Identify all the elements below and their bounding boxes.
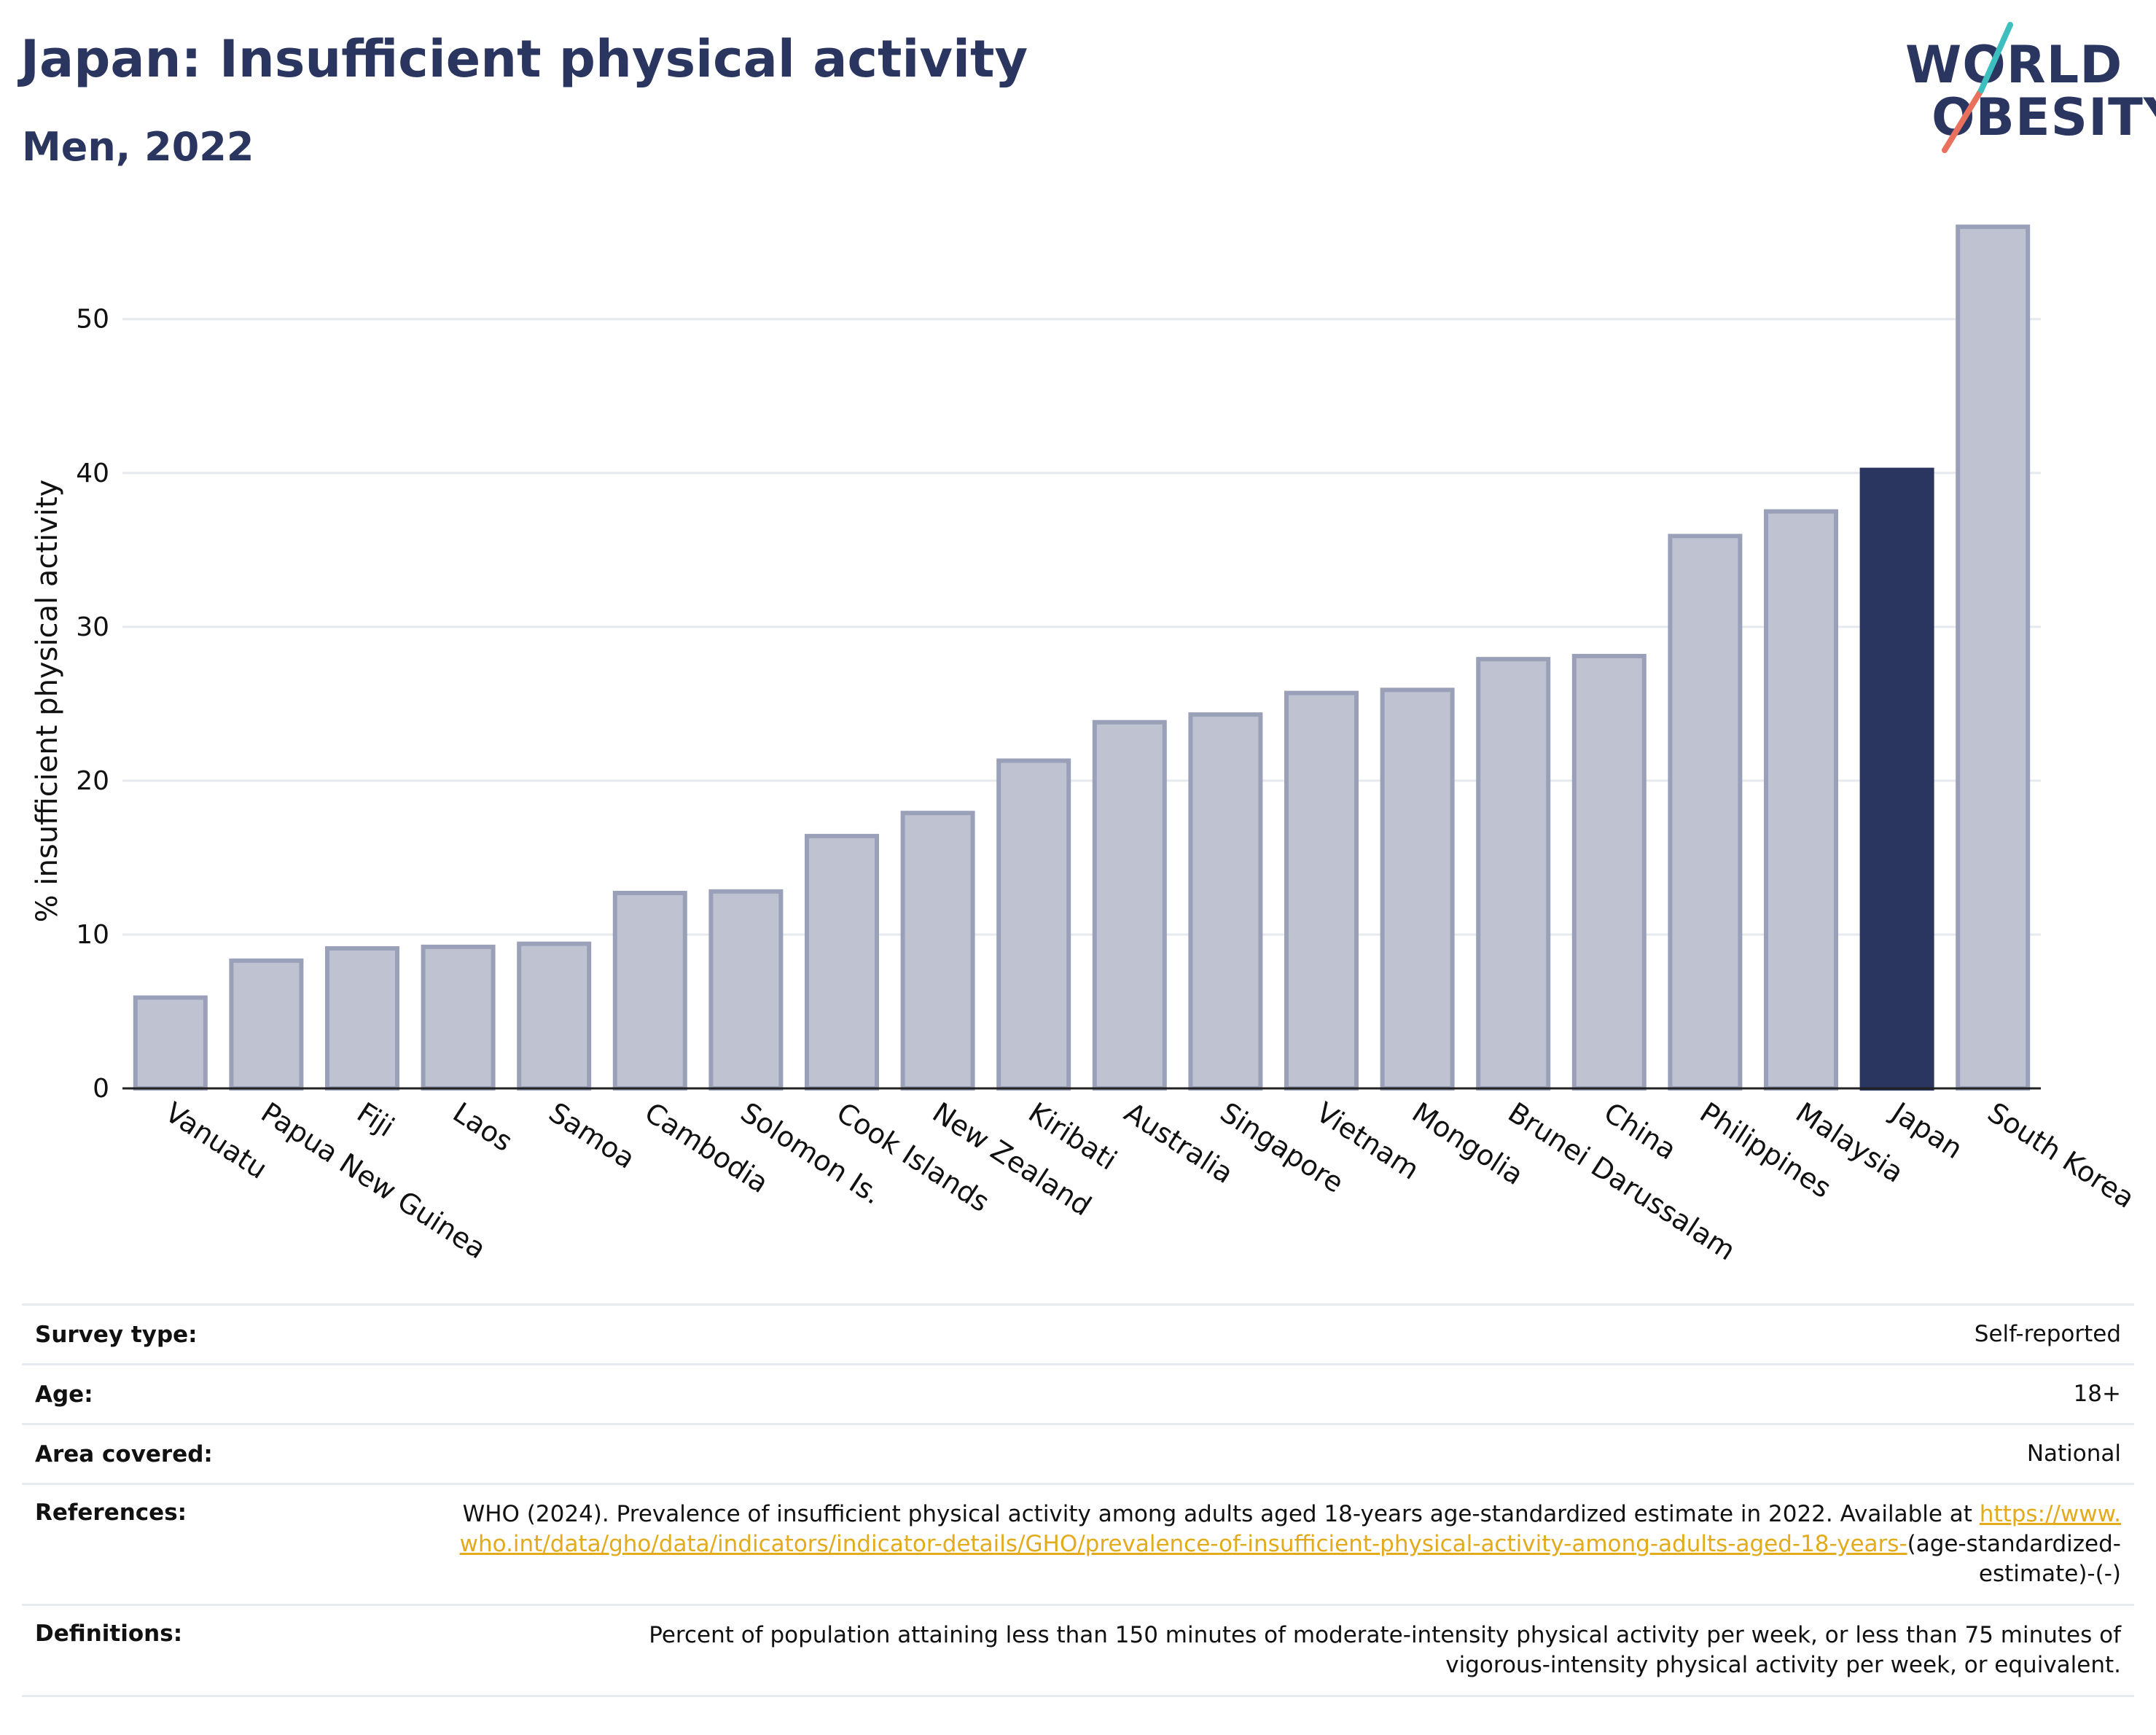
y-tick-label: 10 [76,920,109,950]
bar-philippines[interactable] [1668,534,1743,1091]
bar-samoa[interactable] [517,941,592,1091]
meta-row-survey-type: Survey type: Self-reported [22,1303,2134,1363]
references-label: References: [35,1500,187,1526]
bar-solomon-is-[interactable] [708,889,784,1091]
x-tick-label: Laos [448,1096,518,1158]
bar-brunei-darussalam[interactable] [1476,657,1551,1091]
area-covered-label: Area covered: [35,1440,213,1467]
y-tick-label: 50 [76,305,109,335]
references-tail: (age-standardized-estimate)-(-) [1907,1531,2121,1587]
bar-papua-new-guinea[interactable] [229,958,304,1091]
bar-china[interactable] [1571,653,1647,1091]
logo-slash-icon [1942,22,2013,153]
age-value: 18+ [2073,1381,2121,1407]
bar-south-korea[interactable] [1956,225,2031,1091]
bar-cambodia[interactable] [612,890,687,1091]
x-tick-label: New Zealand [927,1096,1097,1223]
y-tick-labels: 0 10 20 30 40 50 [76,305,109,1104]
y-tick-label: 0 [93,1074,109,1104]
references-link[interactable]: https://www.who.int/data/gho/data/indica… [459,1501,2121,1557]
logo-line1: WORLD [1905,35,2123,95]
definitions-value: Percent of population attaining less tha… [649,1622,2121,1678]
gridlines [122,318,2041,936]
references-value: WHO (2024). Prevalence of insufficient p… [459,1500,2121,1589]
meta-row-age: Age: 18+ [22,1363,2134,1423]
survey-type-value: Self-reported [1974,1321,2121,1347]
y-axis-label: % insufficient physical activity [31,480,64,923]
bar-japan[interactable] [1859,467,1934,1091]
age-label: Age: [35,1381,93,1408]
bar-laos[interactable] [421,944,496,1091]
meta-row-definitions: Definitions: Percent of population attai… [22,1604,2134,1697]
bar-kiribati[interactable] [996,758,1071,1091]
bar-vanuatu[interactable] [133,995,208,1091]
logo-line2: OBESITY [1932,87,2156,147]
bar-fiji[interactable] [325,946,399,1091]
y-tick-label: 30 [76,612,109,642]
bar-australia[interactable] [1092,720,1167,1091]
references-text: WHO (2024). Prevalence of insufficient p… [462,1501,1972,1527]
y-tick-label: 20 [76,766,109,796]
chart-subtitle: Men, 2022 [22,124,254,170]
x-tick-label: Vanuatu [160,1096,273,1185]
x-tick-label: Australia [1119,1096,1239,1190]
x-tick-label: South Korea [1982,1096,2140,1214]
bar-vietnam[interactable] [1284,690,1359,1091]
world-obesity-logo: WORLD OBESITY [1902,20,2156,159]
meta-row-area: Area covered: National [22,1423,2134,1483]
x-tick-label: Fiji [351,1096,400,1144]
x-tick-label: Samoa [543,1096,641,1175]
y-tick-label: 40 [76,459,109,488]
meta-row-references: References: WHO (2024). Prevalence of in… [22,1483,2134,1604]
chart-title: Japan: Insufficient physical activity [20,29,1028,89]
bar-mongolia[interactable] [1380,687,1455,1091]
survey-type-label: Survey type: [35,1321,198,1348]
bar-cook-islands[interactable] [805,833,879,1091]
definitions-label: Definitions: [35,1621,183,1647]
bar-singapore[interactable] [1188,712,1263,1091]
metadata-table: Survey type: Self-reported Age: 18+ Area… [22,1303,2134,1697]
bar-new-zealand[interactable] [900,811,975,1091]
area-covered-value: National [2026,1440,2121,1467]
bar-malaysia[interactable] [1764,509,1838,1091]
bars [133,225,2031,1091]
